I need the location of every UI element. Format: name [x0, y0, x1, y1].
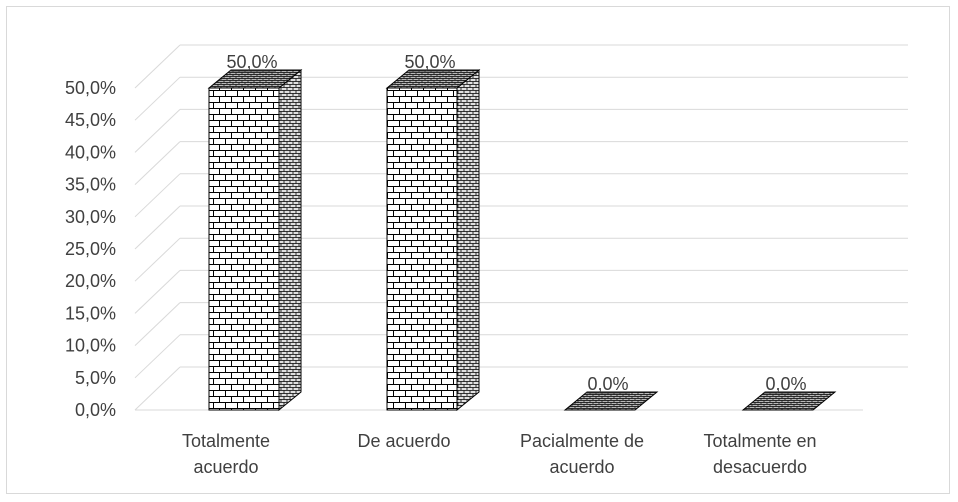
y-tick-label: 40,0% [65, 142, 116, 162]
gridline-diagonal [134, 302, 181, 346]
labels-layer: 50,0% Totalmente acuerdo 50,0% De acuerdo 0,0… [182, 52, 817, 477]
bar-top [385, 69, 481, 89]
gridline-diagonal [134, 237, 181, 282]
category-label: Totalmente [182, 431, 270, 451]
category-label: acuerdo [549, 457, 614, 477]
bar [385, 68, 481, 412]
data-label: 0,0% [587, 374, 628, 394]
bar [563, 391, 659, 411]
bar [207, 68, 303, 412]
bars-layer [207, 68, 837, 412]
gridline-diagonal [134, 44, 181, 89]
y-tick-label: 50,0% [65, 78, 116, 98]
bar [741, 391, 837, 411]
gridline-diagonal [134, 173, 181, 218]
y-tick-label: 5,0% [75, 368, 116, 388]
bar-top [741, 391, 837, 411]
gridline-diagonal [134, 76, 181, 121]
bar-side [456, 68, 480, 412]
bar-top [563, 391, 659, 411]
data-label: 0,0% [765, 374, 806, 394]
y-tick-label: 10,0% [65, 336, 116, 356]
category-label: acuerdo [193, 457, 258, 477]
gridline-diagonal [134, 270, 181, 314]
y-tick-label: 45,0% [65, 110, 116, 130]
bar-front [386, 87, 458, 411]
bar-top [207, 69, 303, 89]
category-label: Totalmente en [703, 431, 816, 451]
y-tick-label: 15,0% [65, 303, 116, 323]
bar-front [208, 87, 280, 411]
y-axis: 0,0% 5,0% 10,0% 15,0% 20,0% 25,0% 30,0% 35,0% 40… [65, 78, 116, 420]
y-tick-label: 0,0% [75, 400, 116, 420]
category-label: De acuerdo [357, 431, 450, 451]
bar-side [278, 68, 302, 412]
gridline-diagonal [134, 334, 181, 379]
gridline-diagonal [134, 141, 181, 185]
category-label: desacuerdo [713, 457, 807, 477]
y-tick-label: 30,0% [65, 207, 116, 227]
y-tick-label: 20,0% [65, 271, 116, 291]
y-tick-label: 35,0% [65, 175, 116, 195]
data-label: 50,0% [226, 52, 277, 72]
gridline-diagonal [134, 109, 181, 153]
y-tick-label: 25,0% [65, 239, 116, 259]
gridline-diagonal [134, 366, 181, 411]
category-label: Pacialmente de [520, 431, 644, 451]
data-label: 50,0% [404, 52, 455, 72]
gridline-diagonal [134, 205, 181, 250]
